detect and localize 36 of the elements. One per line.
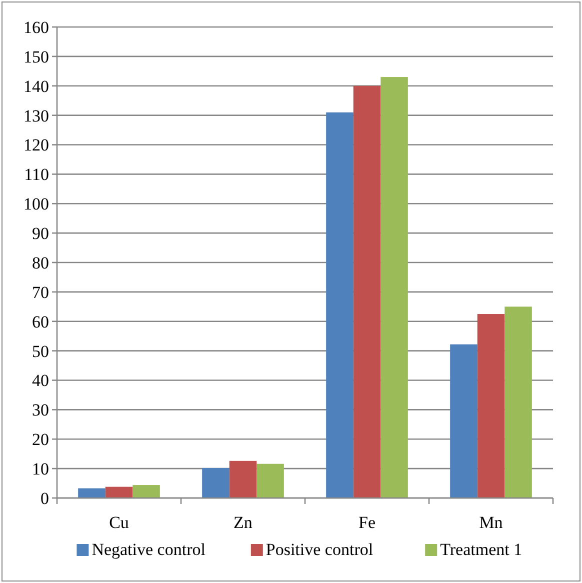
y-tick-label: 140 [24,76,49,96]
bar [326,112,354,498]
y-tick-label: 60 [32,312,49,332]
y-tick-label: 30 [32,400,49,420]
y-tick-label: 100 [24,194,49,214]
bar [229,460,257,498]
bar [353,86,381,498]
x-tick-label: Fe [358,513,376,532]
bar [450,344,478,498]
y-tick-label: 20 [32,430,49,450]
y-tick-label: 50 [32,342,49,361]
legend-label: Negative control [92,540,206,559]
bar [380,77,408,498]
x-tick-label: Zn [234,513,253,532]
bar [78,488,106,498]
y-tick-label: 90 [32,224,49,244]
bar [202,468,230,498]
bar [105,486,133,498]
y-tick-label: 110 [24,165,49,184]
y-tick-label: 120 [24,136,49,155]
legend-label: Positive control [266,540,374,559]
y-tick-label: 130 [24,106,49,126]
y-tick-label: 0 [40,488,49,508]
y-tick-label: 150 [24,47,49,66]
bar [477,314,505,498]
bar [132,485,160,498]
y-tick-label: 40 [32,371,49,390]
bar [504,306,532,498]
x-tick-label: Mn [479,513,504,532]
y-tick-label: 10 [32,460,49,479]
x-tick-label: Cu [109,513,130,532]
legend-label: Treatment 1 [440,540,522,559]
y-tick-label: 160 [24,18,49,37]
bar [256,464,284,498]
y-tick-label: 80 [32,253,49,272]
y-tick-label: 70 [32,282,49,302]
